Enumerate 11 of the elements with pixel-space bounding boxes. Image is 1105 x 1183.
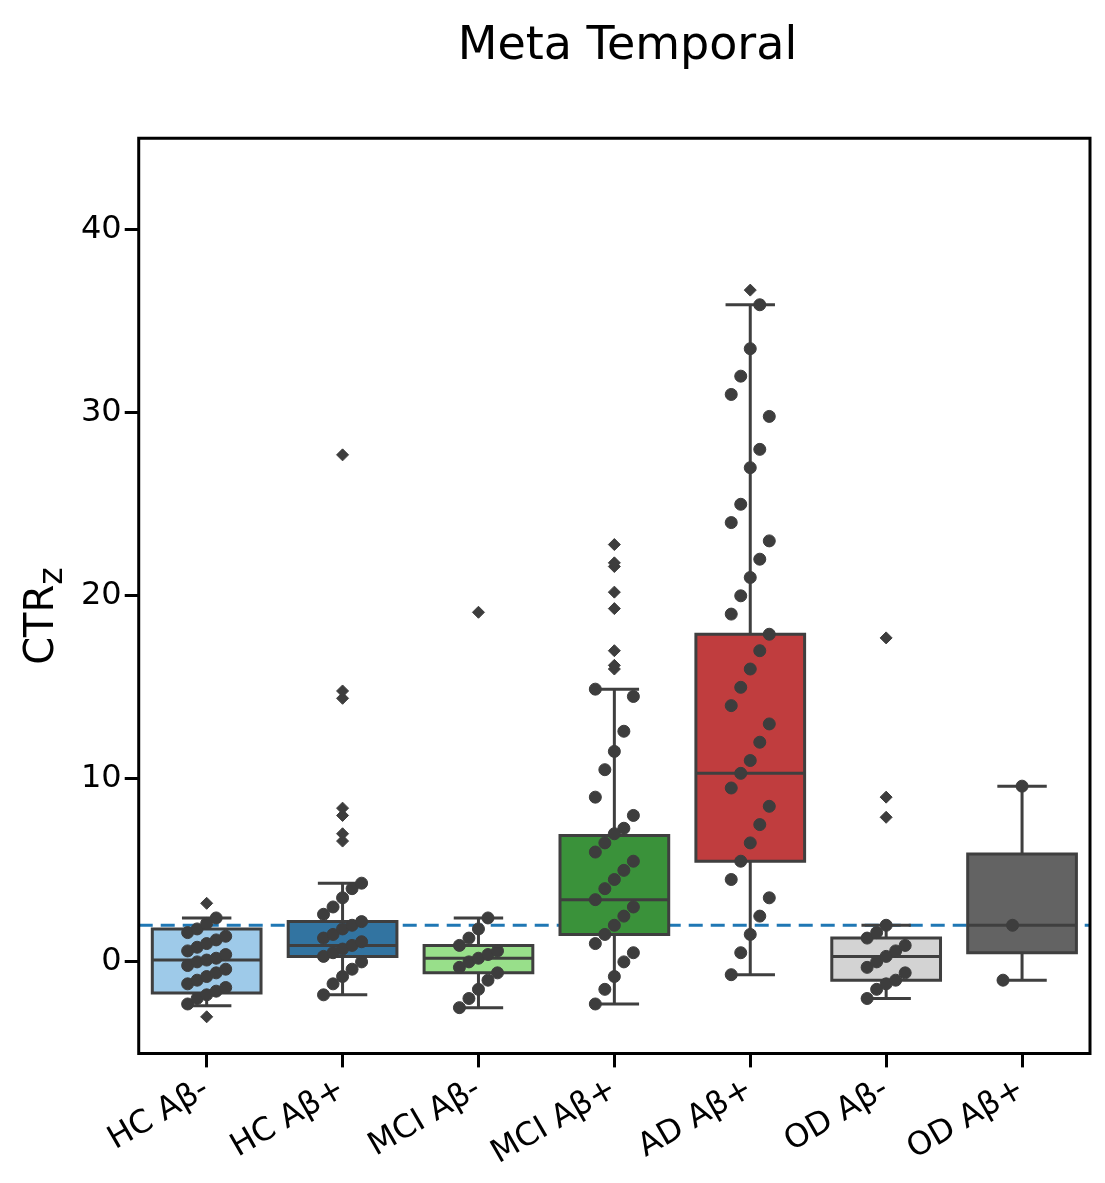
x-tick-label: OD Aβ- (776, 1068, 895, 1159)
x-tick-label: HC Aβ- (100, 1068, 215, 1157)
y-tick-label: 20 (81, 574, 122, 613)
y-tick-label: 30 (81, 391, 122, 430)
y-tick-label: 0 (101, 940, 122, 979)
x-tick-label: OD Aβ+ (899, 1068, 1031, 1166)
y-tick-label: 40 (81, 208, 122, 247)
chart-title: Meta Temporal (456, 15, 799, 72)
y-tick-label: 10 (81, 757, 122, 796)
x-tick-label: HC Aβ+ (222, 1068, 351, 1164)
x-tick-label: AD Aβ+ (630, 1068, 759, 1165)
